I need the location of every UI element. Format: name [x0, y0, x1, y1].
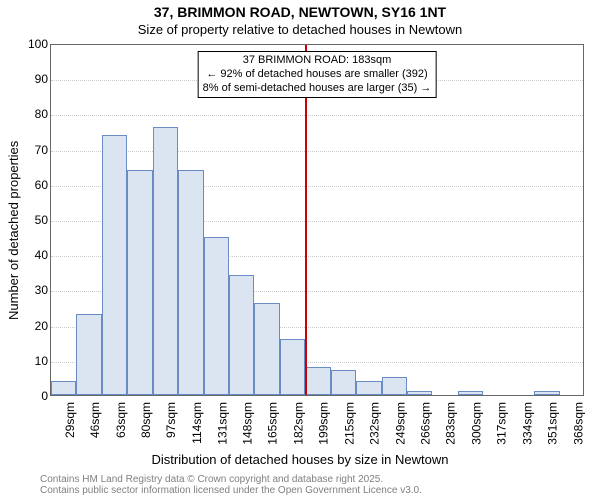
- x-tick-label: 114sqm: [190, 402, 204, 444]
- y-axis-ticks: 0102030405060708090100: [0, 44, 50, 396]
- x-tick-label: 334sqm: [520, 402, 534, 445]
- footer-line-2: Contains public sector information licen…: [40, 485, 422, 496]
- footer-credits: Contains HM Land Registry data © Crown c…: [40, 474, 422, 496]
- histogram-bar: [76, 314, 101, 395]
- histogram-bar: [254, 303, 279, 395]
- x-tick-label: 131sqm: [215, 402, 229, 445]
- footer-line-1: Contains HM Land Registry data © Crown c…: [40, 474, 422, 485]
- x-tick-label: 182sqm: [292, 402, 306, 445]
- x-tick-label: 283sqm: [444, 402, 458, 445]
- y-tick-label: 90: [4, 72, 48, 86]
- x-tick-label: 46sqm: [88, 402, 102, 438]
- x-tick-label: 29sqm: [63, 402, 77, 438]
- y-tick-label: 20: [4, 319, 48, 333]
- plot-area: 37 BRIMMON ROAD: 183sqm ← 92% of detache…: [50, 44, 584, 396]
- histogram-bar: [382, 377, 407, 395]
- x-tick-label: 215sqm: [342, 402, 356, 445]
- x-tick-label: 351sqm: [546, 402, 560, 445]
- histogram-chart: 37, BRIMMON ROAD, NEWTOWN, SY16 1NT Size…: [0, 0, 600, 500]
- annotation-line-3: 8% of semi-detached houses are larger (3…: [203, 82, 432, 96]
- histogram-bar: [127, 170, 152, 395]
- x-tick-label: 266sqm: [419, 402, 433, 445]
- annotation-line-1: 37 BRIMMON ROAD: 183sqm: [203, 54, 432, 68]
- y-tick-label: 80: [4, 107, 48, 121]
- histogram-bar: [407, 391, 432, 395]
- histogram-bar: [534, 391, 559, 395]
- histogram-bar: [153, 127, 178, 395]
- y-tick-label: 0: [4, 389, 48, 403]
- histogram-bar: [178, 170, 203, 395]
- x-tick-label: 148sqm: [241, 402, 255, 445]
- x-tick-label: 63sqm: [114, 402, 128, 438]
- histogram-bar: [305, 367, 330, 395]
- y-tick-label: 60: [4, 178, 48, 192]
- y-tick-label: 50: [4, 213, 48, 227]
- x-tick-label: 232sqm: [368, 402, 382, 445]
- annotation-box: 37 BRIMMON ROAD: 183sqm ← 92% of detache…: [198, 51, 437, 98]
- x-tick-label: 97sqm: [164, 402, 178, 438]
- histogram-bar: [102, 135, 127, 395]
- x-tick-label: 199sqm: [317, 402, 331, 445]
- chart-title: 37, BRIMMON ROAD, NEWTOWN, SY16 1NT: [0, 4, 600, 20]
- y-tick-label: 100: [4, 37, 48, 51]
- y-tick-label: 40: [4, 248, 48, 262]
- y-tick-label: 70: [4, 143, 48, 157]
- y-tick-label: 30: [4, 283, 48, 297]
- x-tick-label: 165sqm: [266, 402, 280, 445]
- x-tick-label: 317sqm: [495, 402, 509, 445]
- annotation-line-2: ← 92% of detached houses are smaller (39…: [203, 68, 432, 82]
- x-tick-label: 249sqm: [393, 402, 407, 445]
- y-tick-label: 10: [4, 354, 48, 368]
- histogram-bar: [280, 339, 305, 395]
- x-axis-label: Distribution of detached houses by size …: [0, 452, 600, 467]
- x-tick-label: 300sqm: [470, 402, 484, 445]
- histogram-bar: [331, 370, 356, 395]
- histogram-bar: [204, 237, 229, 395]
- histogram-bar: [229, 275, 254, 395]
- x-tick-label: 80sqm: [139, 402, 153, 438]
- x-tick-label: 368sqm: [571, 402, 585, 445]
- histogram-bar: [51, 381, 76, 395]
- chart-subtitle: Size of property relative to detached ho…: [0, 22, 600, 37]
- histogram-bar: [458, 391, 483, 395]
- histogram-bar: [356, 381, 381, 395]
